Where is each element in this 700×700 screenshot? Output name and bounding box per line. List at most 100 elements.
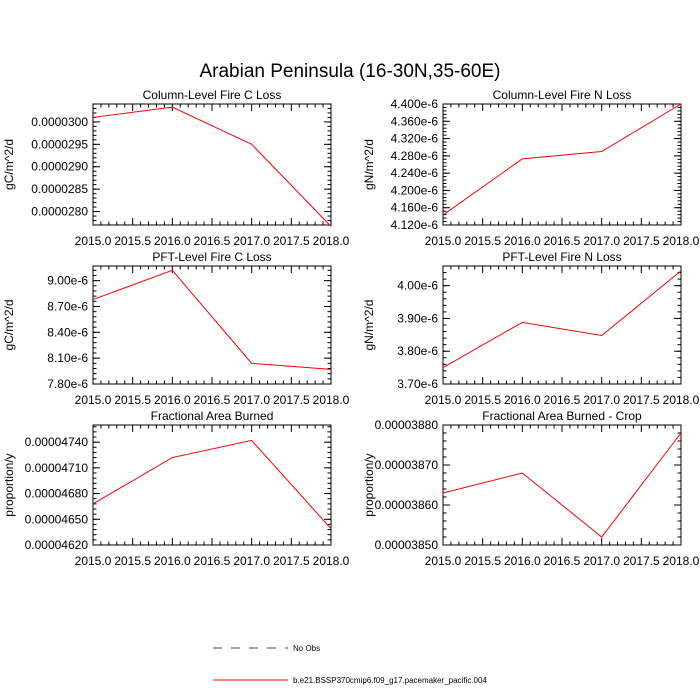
y-tick-label: 0.00004680	[25, 487, 89, 501]
x-tick-label: 2016.5	[194, 393, 231, 407]
y-tick-label: 4.00e-6	[397, 279, 438, 293]
x-tick-label: 2015.5	[464, 554, 501, 568]
series-line	[442, 270, 682, 369]
panel-title: Fractional Area Burned - Crop	[482, 409, 642, 423]
x-tick-label: 2015.0	[425, 393, 462, 407]
legend-item: b.e21.BSSP370cmip6.f09_g17.pacemaker_pac…	[213, 676, 487, 685]
x-tick-label: 2015.0	[425, 234, 462, 248]
y-tick-label: 0.0000290	[31, 160, 88, 174]
y-tick-label: 0.00003880	[375, 418, 439, 432]
y-tick-label: 0.00004620	[25, 538, 89, 552]
panel-title: Column-Level Fire C Loss	[143, 88, 282, 102]
x-tick-label: 2016.0	[154, 554, 191, 568]
y-tick-label: 0.00004650	[25, 512, 89, 526]
legend-item: No Obs	[213, 644, 320, 653]
figure-title: Arabian Peninsula (16-30N,35-60E)	[199, 61, 500, 82]
series-line	[92, 269, 332, 370]
x-tick-label: 2017.5	[623, 393, 660, 407]
y-tick-label: 3.80e-6	[397, 344, 438, 358]
y-tick-label: 3.70e-6	[397, 377, 438, 391]
x-tick-label: 2015.5	[114, 554, 151, 568]
y-axis-label: gN/m^2/d	[362, 300, 376, 351]
y-tick-label: 4.400e-6	[391, 97, 439, 111]
panel-5: Fractional Area Burned 2015.0 2015.5 2016.0…	[2, 409, 350, 568]
plot-frame	[92, 103, 332, 226]
x-tick-label: 2016.0	[504, 234, 541, 248]
x-tick-label: 2016.5	[194, 234, 231, 248]
x-tick-label: 2015.5	[114, 234, 151, 248]
y-tick-label: 0.00003850	[375, 538, 439, 552]
series-line	[92, 439, 332, 530]
y-tick-label: 8.40e-6	[47, 325, 88, 339]
y-tick-label: 4.320e-6	[391, 132, 439, 146]
y-tick-label: 9.00e-6	[47, 274, 88, 288]
x-tick-label: 2018.0	[663, 234, 700, 248]
y-tick-label: 0.00004710	[25, 461, 89, 475]
x-tick-label: 2018.0	[663, 554, 700, 568]
x-tick-label: 2016.0	[154, 234, 191, 248]
x-tick-label: 2018.0	[313, 234, 350, 248]
panel-title: PFT-Level Fire C Loss	[152, 250, 271, 264]
x-tick-label: 2015.0	[75, 234, 112, 248]
y-tick-label: 4.360e-6	[391, 114, 439, 128]
x-tick-label: 2017.5	[273, 393, 310, 407]
plot-frame	[442, 103, 682, 226]
y-tick-label: 0.0000285	[31, 182, 88, 196]
x-tick-label: 2016.5	[194, 554, 231, 568]
series-line	[442, 103, 682, 216]
x-tick-label: 2017.0	[583, 234, 620, 248]
x-tick-label: 2017.0	[233, 554, 270, 568]
y-tick-label: 8.10e-6	[47, 351, 88, 365]
y-axis-label: proportion/y	[2, 453, 16, 516]
y-axis-label: proportion/y	[362, 453, 376, 516]
panel-title: Fractional Area Burned	[151, 409, 274, 423]
y-tick-label: 0.00004740	[25, 435, 89, 449]
x-tick-label: 2015.0	[75, 393, 112, 407]
x-tick-label: 2017.0	[583, 393, 620, 407]
x-tick-label: 2015.0	[75, 554, 112, 568]
plot-frame	[92, 424, 332, 546]
legend-label: No Obs	[293, 644, 320, 653]
x-tick-label: 2017.5	[623, 234, 660, 248]
x-tick-label: 2015.5	[464, 234, 501, 248]
x-tick-label: 2017.5	[273, 234, 310, 248]
y-tick-label: 4.160e-6	[391, 201, 439, 215]
x-tick-label: 2017.5	[623, 554, 660, 568]
x-tick-label: 2017.0	[233, 234, 270, 248]
y-tick-label: 8.70e-6	[47, 299, 88, 313]
y-tick-label: 3.90e-6	[397, 311, 438, 325]
y-tick-label: 4.240e-6	[391, 166, 439, 180]
x-tick-label: 2016.5	[544, 393, 581, 407]
x-tick-label: 2016.5	[544, 554, 581, 568]
series-line	[442, 432, 682, 538]
y-tick-label: 7.80e-6	[47, 377, 88, 391]
y-tick-label: 0.0000280	[31, 205, 88, 219]
legend-label: b.e21.BSSP370cmip6.f09_g17.pacemaker_pac…	[293, 676, 487, 685]
panel-title: PFT-Level Fire N Loss	[502, 250, 621, 264]
x-tick-label: 2018.0	[313, 393, 350, 407]
y-tick-label: 0.0000295	[31, 137, 88, 151]
x-tick-label: 2016.5	[544, 234, 581, 248]
panel-6: Fractional Area Burned - Crop 2015.0 2015.…	[362, 409, 700, 568]
y-axis-label: gN/m^2/d	[362, 139, 376, 190]
x-tick-label: 2018.0	[663, 393, 700, 407]
x-tick-label: 2017.0	[233, 393, 270, 407]
panel-title: Column-Level Fire N Loss	[493, 88, 632, 102]
series-line	[92, 106, 332, 227]
y-axis-label: gC/m^2/d	[2, 300, 16, 351]
y-axis-label: gC/m^2/d	[2, 139, 16, 190]
x-tick-label: 2017.5	[273, 554, 310, 568]
x-tick-label: 2016.0	[154, 393, 191, 407]
y-tick-label: 4.280e-6	[391, 149, 439, 163]
x-tick-label: 2016.0	[504, 393, 541, 407]
plot-frame	[442, 424, 682, 546]
y-tick-label: 0.00003870	[375, 458, 439, 472]
plot-frame	[442, 265, 682, 385]
x-tick-label: 2016.0	[504, 554, 541, 568]
